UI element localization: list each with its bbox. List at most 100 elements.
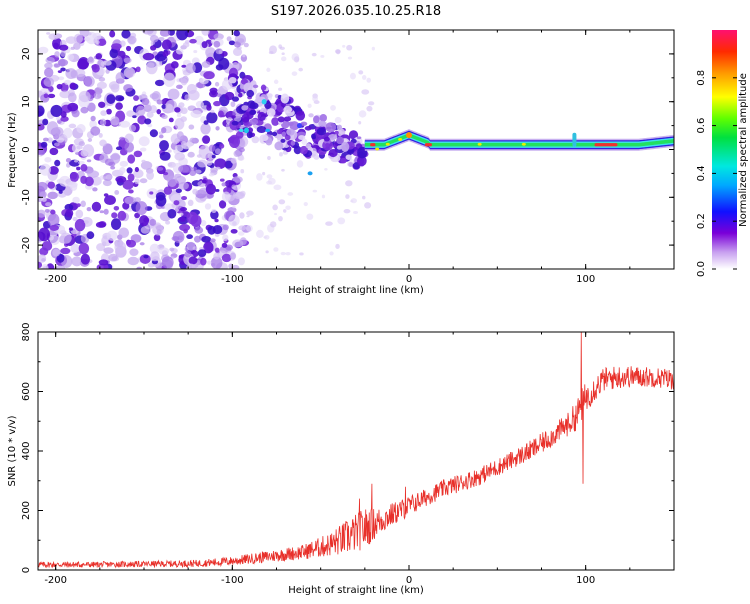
spectrogram-blob: [296, 160, 304, 168]
spectrogram-blob: [290, 140, 296, 146]
carrier-band-dot: [477, 142, 482, 146]
spectrogram-blob: [137, 115, 147, 125]
spectrogram-blob: [179, 216, 186, 222]
spectrogram-blob: [57, 70, 62, 74]
spectrogram-blob: [278, 87, 283, 91]
spectrogram-blob: [206, 104, 212, 111]
spectrogram-blob: [240, 169, 245, 174]
spectrogram-blob: [44, 67, 54, 78]
spectrogram-blob: [60, 50, 67, 57]
spectrogram-blob: [178, 181, 189, 190]
spectrogram-blob: [176, 131, 184, 140]
spectrogram-blob: [283, 116, 292, 122]
spectrogram-blob: [102, 241, 107, 247]
spectrogram-blob: [371, 46, 375, 51]
spectrogram-blob: [202, 135, 211, 144]
snr-y-tick-label: 800: [21, 322, 32, 341]
spectrogram-blob: [136, 266, 143, 269]
carrier-band-hotspot: [424, 143, 432, 147]
spectrogram-blob: [59, 90, 71, 99]
spectrogram-blob: [123, 67, 136, 79]
spectrogram-blob: [44, 62, 53, 69]
spectrogram-blob: [118, 227, 130, 239]
spectrogram-blob: [201, 41, 208, 49]
spectrogram-blob: [98, 132, 103, 138]
spectrogram-blob: [323, 136, 330, 142]
spectrogram-blob: [324, 167, 328, 171]
spectrogram-blob: [325, 122, 337, 133]
spectrogram-blob: [201, 61, 211, 68]
spectrogram-blob: [70, 243, 80, 254]
spectrogram-blob: [293, 145, 302, 155]
spectrogram-blob: [231, 184, 237, 190]
spectrogram-blob: [123, 57, 132, 64]
spectrogram-blob: [179, 207, 188, 212]
spectrogram-blob: [249, 118, 259, 125]
spectrogram-blob: [159, 30, 171, 37]
spectrogram-blob: [237, 257, 245, 266]
spectrogram-blob: [75, 209, 84, 219]
spectrogram-blob: [139, 178, 148, 184]
spectrogram-blob: [318, 120, 327, 127]
spectrogram-blob: [140, 161, 153, 170]
spectrogram-blob: [240, 54, 248, 62]
carrier-band-dot: [398, 138, 403, 141]
spectrogram-blob: [102, 179, 112, 187]
spectrogram-blob: [188, 256, 198, 265]
spectrogram-blob: [99, 210, 104, 214]
spectrogram-blob: [343, 209, 351, 214]
spectrogram-blob: [56, 83, 63, 90]
spectrogram-blob: [147, 123, 153, 128]
spectrogram-blob: [129, 248, 139, 256]
spectrogram-blob: [70, 70, 78, 79]
spectrogram-blob: [239, 126, 244, 129]
spectrogram-blob: [299, 145, 308, 155]
spectrogram-blob: [350, 199, 354, 203]
spectrogram-blob: [305, 143, 312, 149]
spectrogram-blob: [214, 218, 219, 223]
snr-axes: -200 -100 0 100 0 200 400 600 800: [21, 322, 675, 586]
spectrogram-blob: [336, 124, 343, 131]
spectrogram-blob: [103, 208, 109, 215]
spectrogram-blob: [184, 39, 190, 44]
spectrogram-blob: [161, 39, 172, 51]
spectrogram-blob: [228, 40, 236, 46]
spectrogram-blob: [362, 195, 366, 200]
spectrogram-blob: [65, 209, 74, 218]
spectrogram-blob: [40, 141, 48, 148]
spectrogram-blob: [174, 152, 186, 161]
spectrogram-blob: [295, 110, 306, 121]
spectrogram-blob: [281, 52, 285, 56]
spectrogram-blob: [80, 163, 88, 172]
spectrogram-blob: [80, 253, 91, 265]
spectrogram-blob: [197, 249, 207, 257]
spectrogram-blob: [125, 45, 132, 52]
spectrogram-blob: [280, 93, 290, 104]
spectrogram-y-tick-label: 0: [21, 146, 32, 152]
spectrogram-blob: [110, 116, 120, 126]
spectrogram-blob: [73, 33, 84, 44]
spectrogram-blob: [243, 127, 249, 134]
spectrogram-blob: [49, 224, 60, 231]
spectrogram-blob: [142, 30, 154, 35]
spectrogram-blob: [38, 46, 49, 54]
carrier-band-dot: [385, 142, 390, 146]
spectrogram-blob: [68, 123, 77, 129]
spectrogram-blob: [321, 194, 326, 199]
spectrogram-blob: [89, 119, 97, 129]
spectrogram-blob: [311, 133, 316, 139]
spectrogram-blob: [188, 89, 200, 101]
spectrogram-blob: [201, 30, 210, 36]
spectrogram-blob: [93, 92, 102, 100]
spectrogram-blob: [238, 92, 243, 98]
spectrogram-blob: [149, 243, 160, 254]
spectrogram-blob: [122, 179, 134, 190]
spectrogram-blob: [237, 38, 245, 43]
spectrogram-blob: [54, 51, 60, 58]
spectrogram-blob: [300, 121, 308, 126]
spectrogram-blob: [218, 200, 227, 209]
spectrogram-blob: [195, 100, 205, 108]
spectrogram-blob: [44, 208, 50, 213]
snr-y-tick-label: 200: [21, 501, 32, 520]
